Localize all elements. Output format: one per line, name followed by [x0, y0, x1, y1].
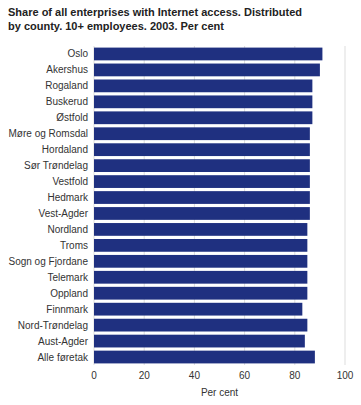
y-tick-label: Rogaland [45, 80, 88, 91]
chart-container: Share of all enterprises with Internet a… [0, 0, 361, 405]
x-axis-label: Per cent [201, 387, 238, 398]
title: Share of all enterprises with Internet a… [8, 6, 302, 32]
title-line: by county. 10+ employees. 2003. Per cent [8, 20, 224, 32]
y-tick-label: Vestfold [52, 176, 88, 187]
title-line: Share of all enterprises with Internet a… [8, 6, 302, 18]
y-tick-label: Finnmark [46, 304, 89, 315]
bar [94, 207, 310, 220]
bar [94, 303, 302, 316]
y-tick-label: Buskerud [46, 96, 88, 107]
y-tick-label: Oslo [67, 48, 88, 59]
chart-svg: Share of all enterprises with Internet a… [0, 0, 361, 405]
y-tick-label: Sogn og Fjordane [8, 256, 88, 267]
bar [94, 79, 312, 92]
y-tick-label: Troms [60, 240, 88, 251]
bar [94, 271, 307, 284]
x-tick-label: 60 [239, 370, 251, 381]
y-tick-label: Akershus [46, 64, 88, 75]
grid-line [94, 46, 95, 365]
bar [94, 143, 310, 156]
bar [94, 95, 312, 108]
bar [94, 255, 307, 268]
grid [94, 46, 345, 365]
y-tick-label: Oppland [50, 288, 88, 299]
y-tick-label: Hedmark [47, 192, 89, 203]
x-tick-label: 80 [289, 370, 301, 381]
y-tick-label: Vest-Agder [39, 208, 89, 219]
y-tick-label: Alle føretak [37, 352, 89, 363]
grid-line [144, 46, 145, 365]
y-tick-label: Nord-Trøndelag [18, 320, 88, 331]
bar [94, 48, 322, 61]
y-tick-label: Aust-Agder [38, 336, 89, 347]
bar [94, 64, 320, 77]
y-tick-label: Hordaland [42, 144, 88, 155]
x-tick-label: 100 [337, 370, 354, 381]
y-tick-label: Møre og Romsdal [9, 128, 88, 139]
y-tick-label: Sør Trøndelag [24, 160, 88, 171]
bar [94, 239, 307, 252]
grid-line [345, 46, 346, 365]
bar [94, 159, 310, 172]
y-tick-label: Østfold [56, 112, 88, 123]
bar [94, 351, 315, 364]
x-tick-label: 40 [189, 370, 201, 381]
grid-line [194, 46, 195, 365]
y-axis: Oslo Akershus Rogaland Buskerud Østfold Møre … [8, 48, 89, 362]
y-tick-label: Telemark [47, 272, 89, 283]
bar [94, 127, 310, 140]
bar [94, 175, 310, 188]
x-tick-label: 0 [91, 370, 97, 381]
y-tick-label: Nordland [47, 224, 88, 235]
bar [94, 335, 305, 348]
bar [94, 223, 307, 236]
x-tick-label: 20 [139, 370, 151, 381]
bar [94, 319, 307, 332]
x-axis: 0 20 40 60 80 100 [91, 370, 354, 381]
grid-line [294, 46, 295, 365]
bar [94, 287, 307, 300]
grid-line [244, 46, 245, 365]
bar [94, 191, 310, 204]
bar [94, 111, 312, 124]
bars [94, 48, 322, 364]
